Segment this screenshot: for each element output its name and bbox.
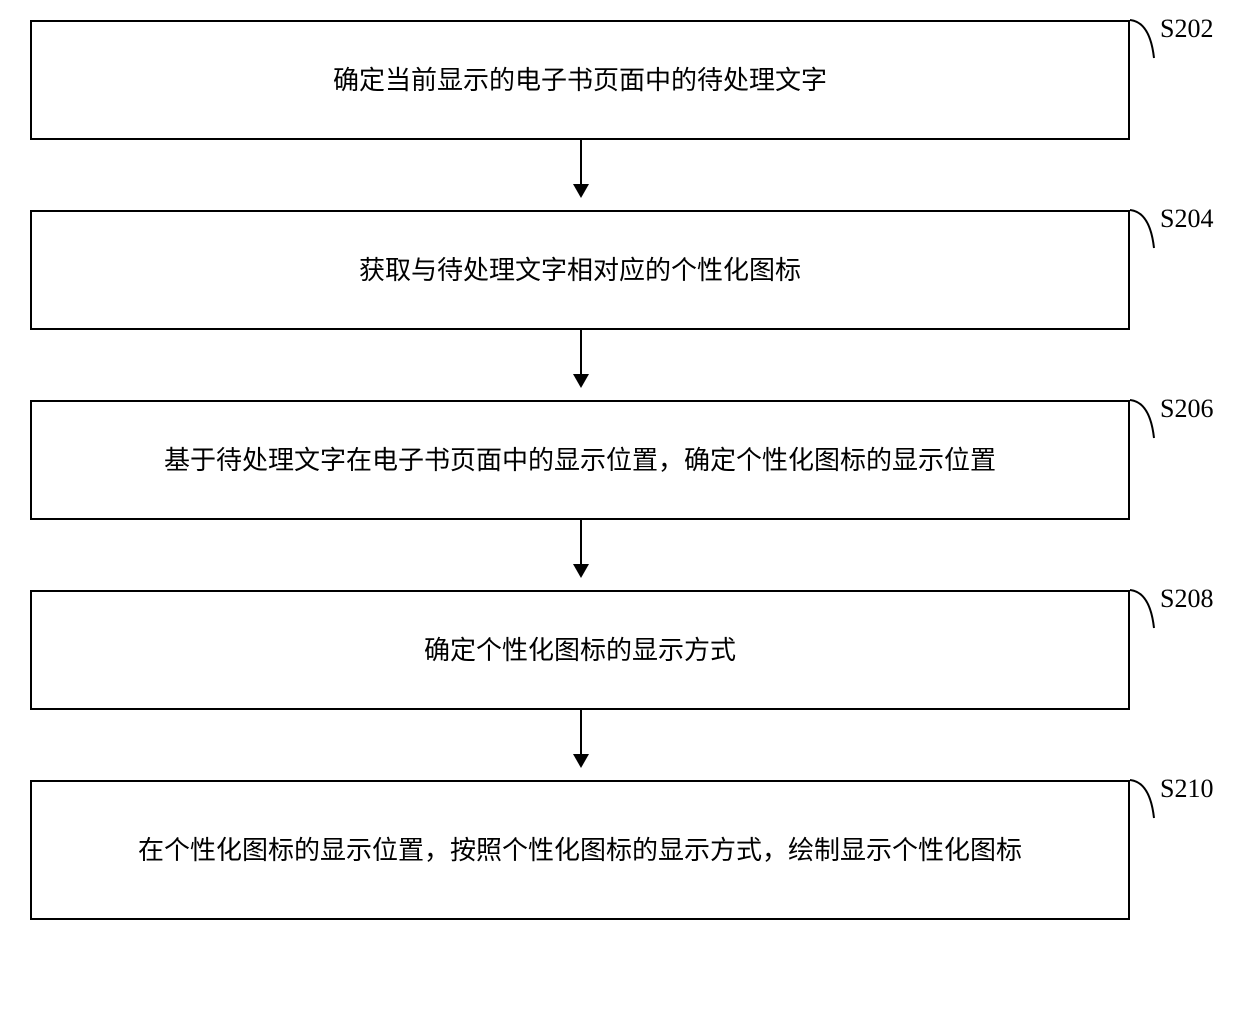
bracket-s202 — [1128, 18, 1158, 60]
bracket-s204 — [1128, 208, 1158, 250]
step-label-s210: S210 — [1160, 774, 1213, 804]
step-box-s210: 在个性化图标的显示位置，按照个性化图标的显示方式，绘制显示个性化图标 — [30, 780, 1130, 920]
arrow-4 — [580, 710, 582, 766]
step-label-s206: S206 — [1160, 394, 1213, 424]
step-box-s206: 基于待处理文字在电子书页面中的显示位置，确定个性化图标的显示位置 — [30, 400, 1130, 520]
step-text: 确定个性化图标的显示方式 — [424, 631, 736, 670]
bracket-s210 — [1128, 778, 1158, 820]
step-label-s208: S208 — [1160, 584, 1213, 614]
step-label-s204: S204 — [1160, 204, 1213, 234]
arrow-3 — [580, 520, 582, 576]
flowchart-canvas: 确定当前显示的电子书页面中的待处理文字 S202 获取与待处理文字相对应的个性化… — [0, 0, 1239, 1016]
arrow-2 — [580, 330, 582, 386]
step-text: 在个性化图标的显示位置，按照个性化图标的显示方式，绘制显示个性化图标 — [138, 831, 1022, 870]
step-text: 获取与待处理文字相对应的个性化图标 — [359, 251, 801, 290]
step-text: 确定当前显示的电子书页面中的待处理文字 — [333, 61, 827, 100]
step-text: 基于待处理文字在电子书页面中的显示位置，确定个性化图标的显示位置 — [164, 441, 996, 480]
arrow-1 — [580, 140, 582, 196]
step-label-s202: S202 — [1160, 14, 1213, 44]
bracket-s206 — [1128, 398, 1158, 440]
step-box-s208: 确定个性化图标的显示方式 — [30, 590, 1130, 710]
step-box-s204: 获取与待处理文字相对应的个性化图标 — [30, 210, 1130, 330]
bracket-s208 — [1128, 588, 1158, 630]
step-box-s202: 确定当前显示的电子书页面中的待处理文字 — [30, 20, 1130, 140]
